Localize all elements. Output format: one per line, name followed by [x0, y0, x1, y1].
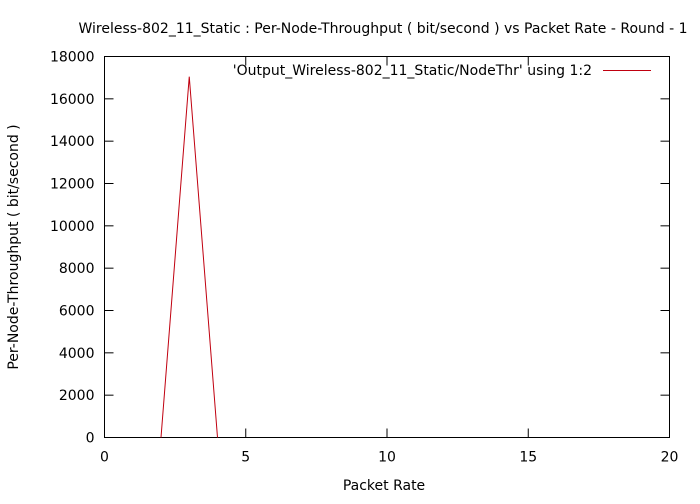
chart-title: Wireless-802_11_Static : Per-Node-Throug…: [78, 21, 687, 37]
y-tick-label: 10000: [50, 219, 95, 235]
x-tick-label: 15: [519, 450, 537, 466]
y-tick-label: 2000: [59, 388, 95, 404]
legend-label: 'Output_Wireless-802_11_Static/NodeThr' …: [233, 63, 592, 79]
x-tick-label: 5: [241, 450, 250, 466]
x-tick-label: 0: [100, 450, 109, 466]
y-axis: 0 2000 4000 6000 8000 10000 12000 14000 16000 180…: [50, 50, 670, 447]
y-tick-label: 16000: [50, 92, 95, 108]
y-tick-label: 14000: [50, 134, 95, 150]
legend: 'Output_Wireless-802_11_Static/NodeThr' …: [233, 63, 651, 79]
y-tick-label: 4000: [59, 346, 95, 362]
y-tick-label: 18000: [50, 50, 95, 66]
x-axis-label: Packet Rate: [343, 478, 425, 494]
y-tick-label: 12000: [50, 177, 95, 193]
x-tick-label: 10: [378, 450, 396, 466]
series-line: [160, 76, 218, 438]
y-axis-label: Per-Node-Throughput ( bit/second ): [6, 124, 22, 369]
y-tick-label: 0: [86, 431, 95, 447]
y-tick-label: 6000: [59, 304, 95, 320]
x-tick-label: 20: [661, 450, 679, 466]
y-tick-label: 8000: [59, 261, 95, 277]
series-layer: [160, 76, 218, 438]
x-axis: 0 5 10 15 20: [100, 56, 679, 466]
plot-frame: [104, 56, 670, 438]
